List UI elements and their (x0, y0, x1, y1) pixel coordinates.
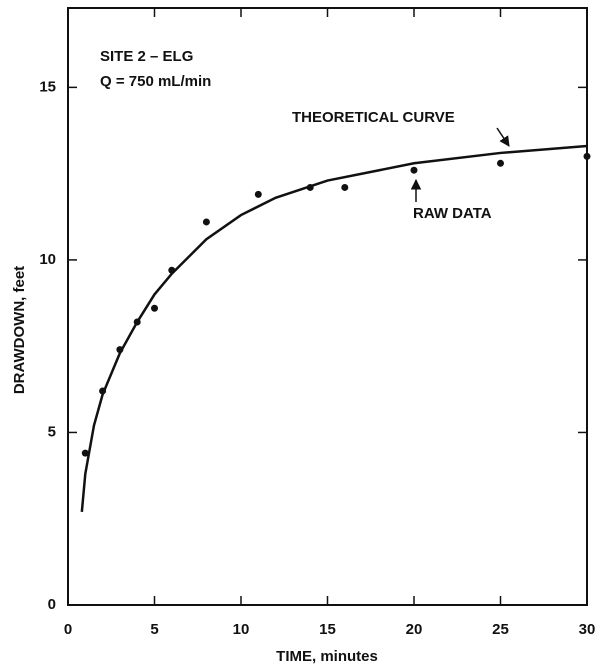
x-tick-label: 5 (150, 621, 158, 638)
y-tick-label: 0 (48, 596, 56, 613)
annotation: Q = 750 mL/min (100, 73, 211, 90)
y-tick-label: 10 (39, 251, 56, 268)
y-axis-label: DRAWDOWN, feet (11, 266, 28, 394)
y-tick-label: 15 (39, 78, 56, 95)
data-point (410, 166, 418, 174)
x-tick-label: 25 (492, 621, 509, 638)
data-point (254, 190, 262, 198)
x-tick-label: 30 (579, 621, 596, 638)
data-point (133, 318, 141, 326)
data-point (306, 183, 314, 191)
data-point (497, 159, 504, 167)
data-point (81, 449, 89, 457)
x-tick-label: 15 (319, 621, 336, 638)
annotation: SITE 2 – ELG (100, 48, 193, 65)
data-point (99, 387, 107, 395)
theoretical-curve (80, 144, 588, 512)
data-point (202, 218, 210, 226)
x-tick-label: 10 (233, 621, 250, 638)
annotation: THEORETICAL CURVE (292, 109, 455, 126)
data-point (151, 304, 158, 312)
y-tick-label: 5 (48, 423, 56, 440)
x-tick-label: 0 (64, 621, 72, 638)
data-point (168, 266, 176, 274)
x-axis-label: TIME, minutes (276, 648, 378, 665)
data-point (116, 346, 124, 354)
x-tick-label: 20 (406, 621, 423, 638)
annotation: RAW DATA (413, 205, 492, 222)
data-point (583, 152, 591, 160)
arrow (496, 127, 510, 147)
data-point (341, 183, 349, 191)
